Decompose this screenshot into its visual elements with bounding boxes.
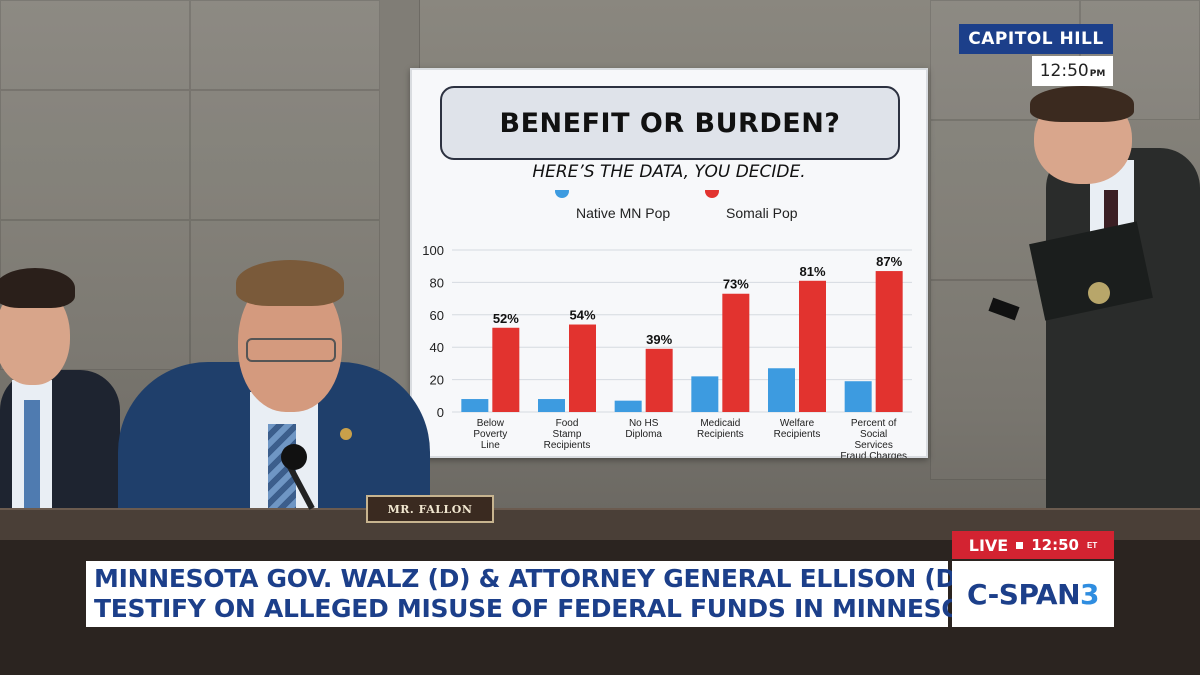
x-tick-label: Line (481, 440, 500, 451)
x-tick-label: Recipients (544, 440, 591, 451)
legend-marker-2 (705, 190, 719, 198)
x-tick-label: Fraud Charges (840, 451, 907, 458)
bar-native (538, 399, 565, 412)
y-tick-label: 20 (430, 373, 444, 388)
bar-chart: Native MN Pop Somali Pop 0 20 40 60 80 100 52% Be… (422, 190, 912, 458)
hair (236, 260, 344, 306)
x-tick-label: Percent of (851, 418, 897, 429)
live-timezone: ET (1086, 540, 1098, 550)
live-dot-icon (1016, 541, 1024, 549)
lapel-pin-icon (340, 428, 352, 440)
legend-marker-1 (555, 190, 569, 198)
y-tick-label: 80 (430, 275, 444, 290)
glasses (246, 338, 336, 362)
data-label: 52% (493, 311, 519, 326)
bar-native (691, 376, 719, 412)
y-tick-label: 0 (437, 405, 444, 420)
data-label: 87% (876, 254, 902, 269)
wall-panel (0, 0, 190, 90)
data-label: 81% (799, 264, 825, 279)
network-label-text: CAPITOL HILL (968, 29, 1104, 49)
tie (24, 400, 40, 530)
x-tick-label: Stamp (553, 429, 582, 440)
bar-native (461, 399, 489, 412)
wall-panel (190, 0, 380, 90)
chyron-line-2: TESTIFY ON ALLEGED MISUSE OF FEDERAL FUN… (94, 594, 997, 623)
x-tick-label: Medicaid (700, 418, 740, 429)
x-tick-label: Poverty (473, 429, 507, 440)
wall-panel (190, 90, 380, 220)
hair (1030, 86, 1134, 122)
network-logo: C-SPAN 3 (952, 561, 1114, 627)
chart-poster: BENEFIT OR BURDEN? HERE’S THE DATA, YOU … (410, 68, 928, 458)
chart-subtitle: HERE’S THE DATA, YOU DECIDE. (532, 162, 806, 182)
hair (0, 268, 75, 308)
x-tick-label: Social (860, 429, 887, 440)
bar-somali (569, 324, 596, 412)
data-label: 54% (569, 308, 595, 323)
x-tick-label: No HS (629, 418, 659, 429)
legend-label-2: Somali Pop (726, 205, 798, 221)
bar-somali (722, 293, 750, 412)
nameplate: MR. FALLON (366, 495, 494, 523)
bar-native (768, 368, 795, 412)
x-tick-label: Services (854, 440, 892, 451)
microphone-icon (281, 444, 307, 470)
data-label: 73% (723, 277, 749, 292)
legend-label-1: Native MN Pop (576, 205, 670, 221)
seal-emblem (1088, 282, 1110, 304)
chyron-line-1: MINNESOTA GOV. WALZ (D) & ATTORNEY GENER… (94, 564, 968, 593)
y-tick-label: 100 (422, 243, 444, 258)
live-label: LIVE (968, 535, 1009, 555)
bar-somali (799, 280, 826, 412)
chart-title-box: BENEFIT OR BURDEN? (440, 86, 900, 160)
chyron: MINNESOTA GOV. WALZ (D) & ATTORNEY GENER… (86, 561, 997, 627)
network-label: CAPITOL HILL (959, 24, 1113, 54)
y-tick-label: 60 (430, 308, 444, 323)
bar-somali (645, 348, 673, 412)
live-badge: LIVE 12:50 ET (952, 531, 1114, 559)
bar-somali (875, 271, 903, 412)
x-tick-label: Welfare (780, 418, 815, 429)
x-tick-label: Diploma (625, 429, 662, 440)
clock-time: 12:50 (1039, 61, 1089, 81)
clock: 12:50 PM (1032, 56, 1113, 86)
nameplate-text: MR. FALLON (387, 502, 473, 516)
bar-somali (492, 327, 520, 412)
chart-title: BENEFIT OR BURDEN? (499, 107, 841, 139)
x-tick-label: Recipients (774, 429, 821, 440)
x-tick-label: Recipients (697, 429, 744, 440)
live-time: 12:50 (1031, 536, 1079, 554)
data-label: 39% (646, 332, 672, 347)
bar-native (614, 400, 642, 412)
wall-panel (0, 90, 190, 220)
x-tick-label: Below (477, 418, 505, 429)
network-logo-text: C-SPAN (966, 577, 1081, 611)
y-tick-label: 40 (430, 340, 444, 355)
network-logo-number: 3 (1080, 577, 1100, 611)
x-tick-label: Food (556, 418, 579, 429)
clock-suffix: PM (1089, 69, 1106, 79)
bar-native (844, 381, 872, 412)
